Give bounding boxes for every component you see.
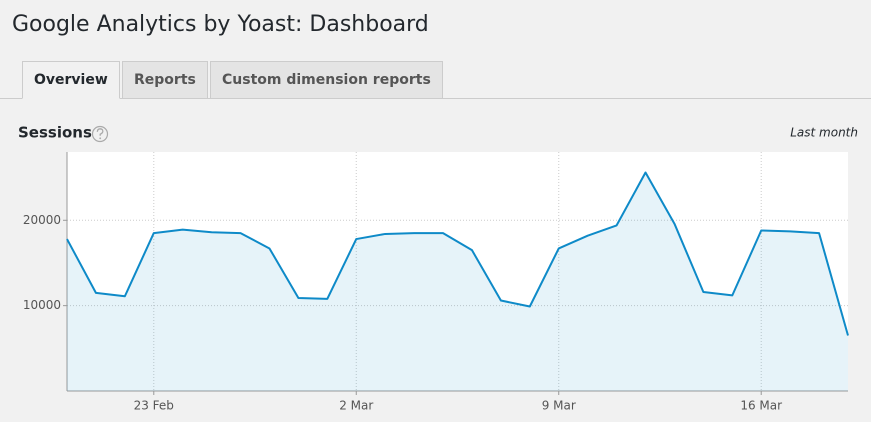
help-icon[interactable] — [91, 125, 109, 143]
tab-bar: Overview Reports Custom dimension reports — [0, 61, 871, 99]
x-tick-label: 9 Mar — [542, 399, 576, 413]
x-tick-label: 23 Feb — [134, 399, 174, 413]
y-tick-label: 10000 — [23, 298, 61, 312]
y-tick-label: 20000 — [23, 213, 61, 227]
x-tick-label: 16 Mar — [740, 399, 782, 413]
chart-title: Sessions — [18, 124, 92, 142]
area — [67, 172, 848, 391]
plot-area — [67, 152, 848, 391]
line — [66, 171, 849, 336]
tab[interactable]: Overview — [22, 61, 120, 99]
tab[interactable]: Custom dimension reports — [210, 61, 443, 99]
tab[interactable]: Reports — [122, 61, 208, 99]
page-title: Google Analytics by Yoast: Dashboard — [12, 12, 429, 37]
chart-period: Last month — [790, 126, 858, 140]
x-tick-label: 2 Mar — [339, 399, 373, 413]
